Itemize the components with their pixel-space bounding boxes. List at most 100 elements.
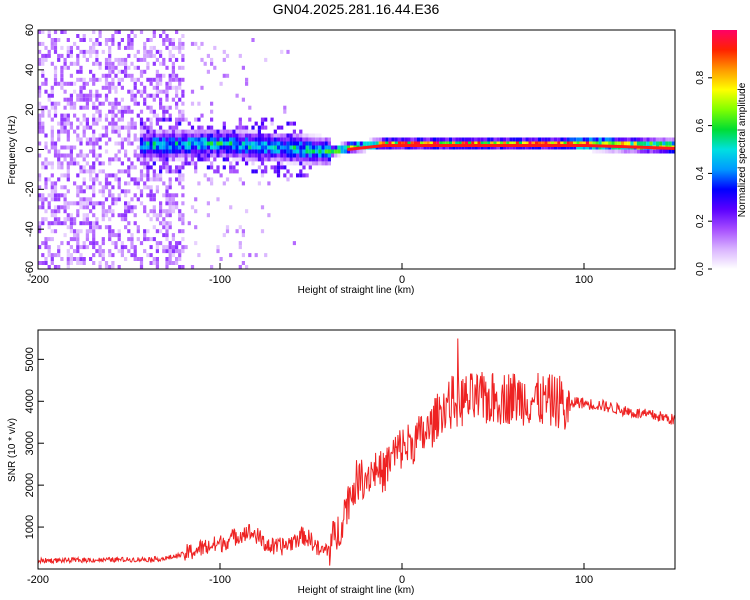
- spectrogram-cell: [149, 157, 153, 162]
- spectrogram-cell: [636, 141, 640, 146]
- spectrogram-cell: [592, 137, 596, 142]
- spectrogram-cell: [595, 137, 599, 142]
- spectrogram-cell: [155, 177, 159, 182]
- spectrogram-cell: [53, 73, 58, 78]
- spectrogram-cell: [232, 153, 236, 158]
- spectrogram-cell: [82, 85, 86, 90]
- spectrogram-cell: [286, 149, 290, 154]
- spectrogram-cell: [493, 141, 497, 146]
- spectrogram-cell: [168, 193, 172, 198]
- spectrogram-cell: [168, 153, 172, 158]
- spectrogram-cell: [665, 137, 669, 142]
- spectrogram-cell: [171, 145, 175, 150]
- spectrogram-cell: [229, 141, 233, 146]
- spectrogram-cell: [270, 149, 274, 154]
- spectrogram-cell: [124, 245, 128, 250]
- spectrogram-cell: [149, 197, 153, 202]
- spectrogram-cell: [652, 137, 656, 142]
- spectrogram-cell: [445, 141, 449, 146]
- spectrogram-cell: [175, 129, 179, 134]
- spectrogram-cell: [213, 65, 217, 70]
- spectrogram-cell: [353, 141, 357, 146]
- spectrogram-cell: [133, 177, 137, 182]
- spectrogram-cell: [190, 137, 195, 142]
- spectrogram-cell: [139, 261, 144, 265]
- spectrogram-cell: [350, 145, 354, 150]
- spectrogram-cell: [251, 149, 255, 154]
- spectrogram-cell: [181, 145, 185, 150]
- spectrogram-cell: [73, 257, 77, 261]
- spectrogram-cell: [184, 157, 188, 162]
- spectrogram-cell: [89, 165, 93, 170]
- spectrogram-cell: [372, 137, 376, 142]
- spectrogram-cell: [53, 205, 58, 210]
- spectrogram-cell: [162, 38, 166, 42]
- spectrogram-cell: [53, 69, 58, 74]
- spectrogram-cell: [82, 77, 86, 82]
- spectrogram-cell: [92, 241, 96, 246]
- spectrogram-cell: [41, 30, 45, 34]
- spectrogram-cell: [321, 149, 325, 154]
- spectrogram-cell: [69, 217, 73, 222]
- spectrogram-cell: [41, 193, 45, 198]
- spectrogram-cell: [98, 137, 102, 142]
- spectrogram-y-tick-label: -60: [24, 261, 36, 277]
- spectrogram-cell: [47, 265, 51, 269]
- spectrogram-cell: [171, 133, 175, 138]
- spectrogram-cell: [41, 109, 45, 114]
- spectrogram-cell: [452, 145, 456, 150]
- spectrogram-cell: [238, 225, 242, 230]
- spectrogram-cell: [120, 69, 124, 74]
- spectrogram-cell: [260, 161, 265, 166]
- spectrogram-cell: [76, 93, 80, 98]
- spectrogram-cell: [146, 169, 150, 174]
- spectrogram-cell: [292, 133, 296, 138]
- spectrogram-cell: [273, 129, 277, 134]
- spectrogram-cell: [38, 41, 42, 46]
- spectrogram-cell: [114, 233, 118, 238]
- spectrogram-cell: [136, 237, 140, 242]
- spectrogram-cell: [89, 229, 93, 234]
- spectrogram-cell: [143, 49, 147, 54]
- spectrogram-cell: [57, 57, 61, 62]
- spectrogram-cell: [643, 137, 647, 142]
- spectrogram-cell: [280, 125, 284, 130]
- colorbar-tick-label: 0.6: [695, 118, 706, 132]
- spectrogram-cell: [50, 61, 54, 66]
- spectrogram-cell: [159, 165, 163, 170]
- spectrogram-cell: [69, 157, 73, 162]
- spectrogram-cell: [608, 149, 612, 154]
- spectrogram-cell: [203, 133, 207, 138]
- spectrogram-cell: [362, 149, 367, 154]
- spectrogram-cell: [260, 125, 265, 130]
- spectrogram-cell: [114, 125, 118, 130]
- spectrogram-cell: [104, 173, 109, 178]
- spectrogram-cell: [38, 121, 42, 126]
- spectrogram-cell: [136, 257, 140, 261]
- spectrogram-cell: [117, 129, 121, 134]
- spectrogram-cell: [79, 165, 83, 170]
- spectrogram-cell: [146, 117, 150, 122]
- spectrogram-cell: [47, 30, 51, 34]
- spectrogram-cell: [152, 173, 156, 178]
- spectrogram-cell: [175, 133, 179, 138]
- spectrogram-cell: [159, 241, 163, 246]
- spectrogram-cell: [455, 137, 459, 142]
- spectrogram-cell: [159, 169, 163, 174]
- spectrogram-cell: [139, 133, 144, 138]
- spectrogram-cell: [111, 173, 115, 178]
- spectrogram-cell: [327, 145, 331, 150]
- spectrogram-cell: [149, 121, 153, 126]
- spectrogram-cell: [391, 145, 395, 150]
- spectrogram-cell: [60, 69, 64, 74]
- spectrogram-cell: [241, 129, 245, 134]
- spectrogram-cell: [245, 149, 249, 154]
- spectrogram-cell: [146, 177, 150, 182]
- spectrogram-cell: [620, 141, 625, 146]
- spectrogram-cell: [79, 121, 83, 126]
- spectrogram-cell: [53, 181, 58, 186]
- spectrogram-cell: [117, 237, 121, 242]
- spectrogram-cell: [66, 165, 70, 170]
- spectrogram-cell: [136, 145, 140, 150]
- spectrogram-cell: [41, 205, 45, 210]
